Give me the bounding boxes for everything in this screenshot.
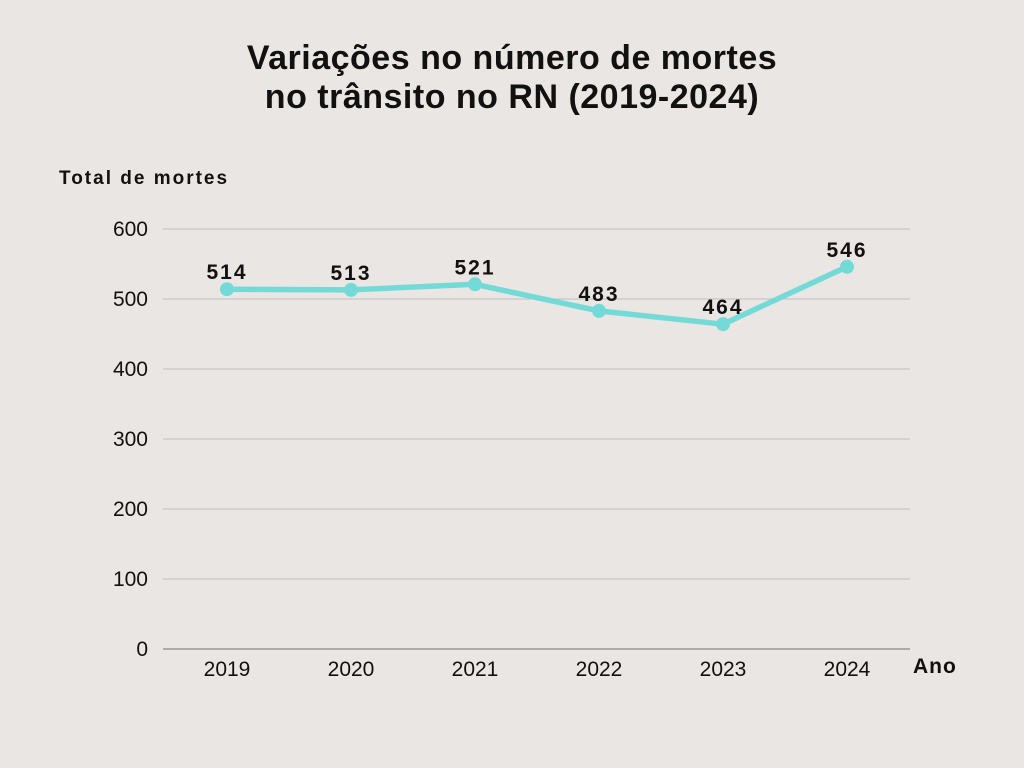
data-point-label: 513 bbox=[330, 262, 371, 285]
data-point bbox=[344, 282, 358, 297]
x-tick-label: 2023 bbox=[700, 658, 747, 681]
data-point-label: 521 bbox=[454, 256, 495, 279]
data-point-label: 546 bbox=[826, 239, 867, 262]
x-tick-label: 2024 bbox=[824, 658, 871, 681]
y-axis-title: Total de mortes bbox=[59, 168, 230, 189]
y-tick-label: 200 bbox=[113, 498, 148, 521]
data-point bbox=[592, 303, 606, 318]
data-point bbox=[220, 282, 234, 297]
x-tick-label: 2022 bbox=[576, 658, 623, 681]
chart-title-line2: no trânsito no RN (2019-2024) bbox=[264, 78, 760, 116]
y-tick-label: 600 bbox=[113, 218, 148, 241]
data-line bbox=[224, 264, 850, 327]
y-tick-label: 400 bbox=[113, 358, 148, 381]
y-tick-label: 300 bbox=[113, 428, 148, 451]
data-point bbox=[716, 317, 730, 332]
data-point-label: 483 bbox=[578, 283, 619, 306]
data-point-label: 464 bbox=[702, 296, 743, 319]
y-tick-label: 500 bbox=[113, 288, 148, 311]
x-tick-label: 2020 bbox=[328, 658, 375, 681]
data-point-label: 514 bbox=[206, 261, 247, 284]
y-tick-label: 0 bbox=[136, 638, 148, 661]
x-tick-label: 2021 bbox=[452, 658, 499, 681]
x-tick-label: 2019 bbox=[204, 658, 251, 681]
data-point bbox=[840, 259, 854, 274]
chart-title-line1: Variações no número de mortes bbox=[246, 39, 778, 77]
y-tick-label: 100 bbox=[113, 568, 148, 591]
x-axis-title: Ano bbox=[913, 655, 957, 678]
data-point bbox=[468, 277, 482, 292]
chart-title: Variações no número de mortes no trânsit… bbox=[0, 39, 1024, 117]
